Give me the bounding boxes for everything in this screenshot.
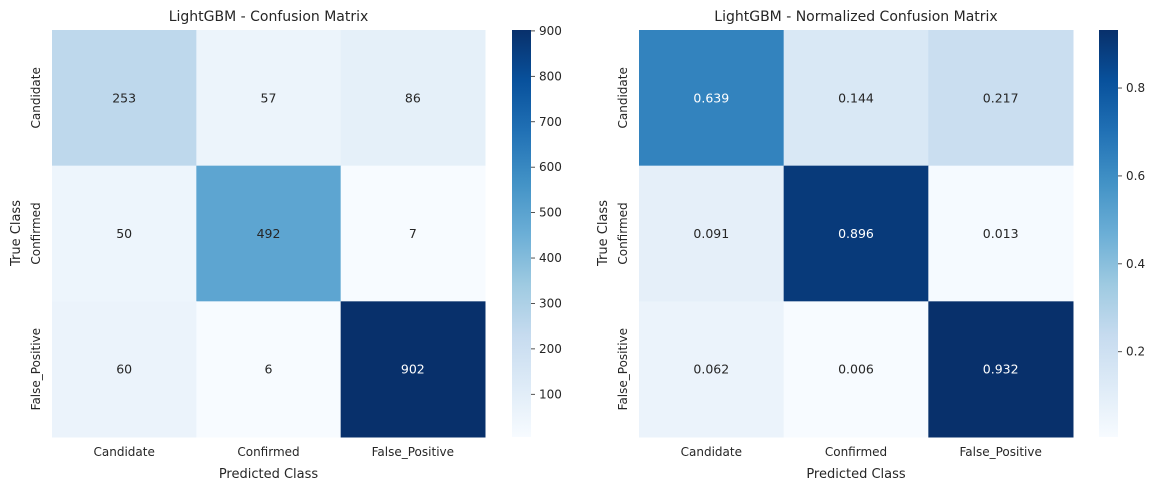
colorbar-tick-label: 900: [539, 24, 562, 38]
cell-value-label: 0.062: [693, 362, 729, 377]
chart-title: LightGBM - Confusion Matrix: [169, 9, 369, 25]
colorbar-tick-label: 0.2: [1126, 345, 1145, 359]
colorbar-ticks: 0.2 0.4 0.6 0.8: [1118, 81, 1145, 359]
cell-value-label: 0.013: [983, 226, 1019, 241]
heatmap-cell: [783, 30, 929, 167]
y-tick-label: Confirmed: [29, 202, 43, 264]
y-tick-label: False_Positive: [29, 328, 43, 410]
colorbar-tick-label: 100: [539, 387, 562, 401]
cell-value-label: 6: [265, 362, 273, 377]
heatmap-cell: [783, 165, 929, 302]
colorbar-tick-label: 700: [539, 115, 562, 129]
heatmap-cell: [783, 301, 929, 438]
x-tick-labels: Candidate Confirmed False_Positive: [93, 445, 454, 459]
cell-value-label: 0.639: [693, 90, 729, 105]
chart-title: LightGBM - Normalized Confusion Matrix: [714, 9, 997, 25]
colorbar-tick-label: 0.8: [1126, 81, 1145, 95]
x-axis-label: Predicted Class: [806, 467, 906, 482]
heatmap-cells: 0.639 0.144 0.217 0.091 0.896 0.013 0.062 0.006…: [639, 30, 1074, 438]
heatmap-cell: [196, 165, 342, 302]
cell-value-label: 0.932: [983, 362, 1019, 377]
cell-value-label: 60: [116, 362, 132, 377]
heatmap-cell: [340, 301, 486, 438]
heatmap-cells: 253 57 86 50 492 7 60 6 902: [52, 30, 486, 438]
heatmap-cell: [928, 30, 1074, 167]
y-tick-label: Candidate: [29, 67, 43, 128]
x-tick-label: False_Positive: [372, 445, 454, 459]
y-tick-labels: Candidate Confirmed False_Positive: [616, 67, 630, 410]
y-tick-label: Candidate: [616, 67, 630, 128]
heatmap-chart-normalized: LightGBM - Normalized Confusion Matrix 0…: [596, 9, 1145, 482]
y-tick-labels: Candidate Confirmed False_Positive: [29, 67, 43, 410]
heatmap-cell: [639, 301, 785, 438]
heatmap-chart-counts: LightGBM - Confusion Matrix 253 57 86 50 492…: [9, 9, 562, 482]
colorbar: 0.2 0.4 0.6 0.8: [1099, 30, 1145, 437]
heatmap-cell: [928, 165, 1074, 302]
colorbar-tick-label: 200: [539, 342, 562, 356]
cell-value-label: 492: [257, 226, 281, 241]
cell-value-label: 0.896: [838, 226, 874, 241]
cell-value-label: 0.091: [693, 226, 729, 241]
colorbar-tick-label: 800: [539, 69, 562, 83]
colorbar-tick-label: 0.4: [1126, 257, 1145, 271]
heatmap-cell: [928, 301, 1074, 438]
cell-value-label: 253: [112, 90, 136, 105]
heatmap-cell: [639, 30, 785, 167]
colorbar: 100 200 300 400 500 600 700 800 900: [512, 24, 562, 437]
heatmap-cell: [340, 30, 486, 167]
heatmap-cell: [52, 301, 197, 438]
cell-value-label: 86: [405, 90, 421, 105]
x-axis-label: Predicted Class: [219, 467, 319, 482]
cell-value-label: 50: [116, 226, 132, 241]
colorbar-tick-label: 500: [539, 206, 562, 220]
heatmap-cell: [52, 165, 197, 302]
cell-value-label: 7: [409, 226, 417, 241]
y-tick-label: False_Positive: [616, 328, 630, 410]
x-tick-label: Confirmed: [825, 445, 887, 459]
colorbar-gradient: [512, 30, 531, 437]
heatmap-cell: [196, 301, 342, 438]
colorbar-tick-label: 600: [539, 160, 562, 174]
x-tick-label: Confirmed: [237, 445, 299, 459]
colorbar-tick-label: 0.6: [1126, 169, 1145, 183]
cell-value-label: 57: [261, 90, 277, 105]
x-tick-label: False_Positive: [959, 445, 1041, 459]
colorbar-ticks: 100 200 300 400 500 600 700 800 900: [531, 24, 562, 401]
x-tick-label: Candidate: [681, 445, 742, 459]
cell-value-label: 0.006: [838, 362, 874, 377]
y-tick-label: Confirmed: [616, 202, 630, 264]
cell-value-label: 0.217: [983, 90, 1019, 105]
x-tick-labels: Candidate Confirmed False_Positive: [681, 445, 1042, 459]
cell-value-label: 902: [401, 362, 425, 377]
y-axis-label: True Class: [9, 200, 24, 267]
heatmap-cell: [52, 30, 197, 167]
colorbar-gradient: [1099, 30, 1118, 437]
heatmap-cell: [639, 165, 785, 302]
x-tick-label: Candidate: [93, 445, 154, 459]
colorbar-tick-label: 400: [539, 251, 562, 265]
y-axis-label: True Class: [596, 200, 611, 267]
heatmap-cell: [196, 30, 342, 167]
heatmap-cell: [340, 165, 486, 302]
colorbar-tick-label: 300: [539, 296, 562, 310]
cell-value-label: 0.144: [838, 90, 874, 105]
